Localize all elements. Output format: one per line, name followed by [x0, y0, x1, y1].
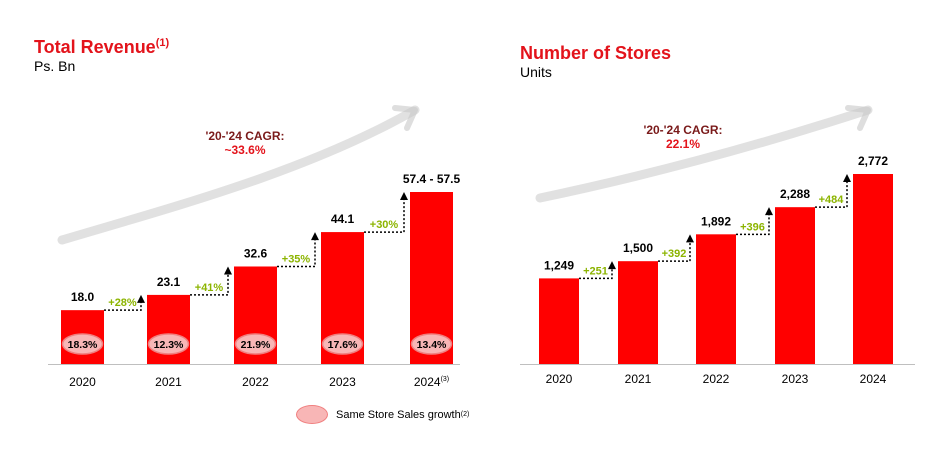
revenue-growth-connector-4: [364, 198, 405, 233]
stores-growth-label-3: +396: [740, 221, 765, 233]
legend-label: Same Store Sales growth: [336, 408, 461, 421]
stores-growth-arrow-icon-1: [608, 261, 616, 270]
revenue-chart-title: Total Revenue(1): [34, 37, 169, 58]
revenue-category-label-2020: 2020: [69, 375, 96, 389]
revenue-sss-pill-2020: [61, 333, 104, 355]
stores-growth-label-4: +484: [819, 194, 845, 206]
revenue-sss-label-2020: 18.3%: [68, 339, 98, 351]
revenue-value-label-2022: 32.6: [244, 246, 268, 260]
stores-category-label-2021: 2021: [625, 372, 652, 386]
stores-bar-2022: [696, 234, 736, 364]
revenue-sss-pill-2022: [234, 333, 277, 355]
stores-category-label-2022: 2022: [703, 372, 730, 386]
revenue-sss-pill-2023: [321, 333, 364, 355]
revenue-value-label-2023: 44.1: [331, 212, 355, 226]
revenue-sss-label-2022: 21.9%: [241, 339, 271, 351]
stores-growth-arrow-icon-4: [843, 174, 851, 182]
revenue-sss-pill-2021: [147, 333, 190, 355]
revenue-growth-arrow-icon-3: [311, 232, 319, 241]
revenue-category-label-2021: 2021: [155, 375, 182, 389]
stores-value-label-2021: 1,500: [623, 241, 653, 255]
stores-chart-title: Number of Stores: [520, 43, 672, 63]
revenue-value-label-2024: 57.4 - 57.5: [403, 172, 461, 186]
revenue-value-label-2021: 23.1: [157, 275, 181, 289]
stores-bar-2024: [853, 174, 893, 364]
stores-bar-2023: [775, 207, 815, 364]
revenue-growth-connector-3: [277, 238, 316, 268]
revenue-growth-label-1: +28%: [108, 297, 137, 309]
revenue-growth-label-3: +35%: [282, 253, 311, 265]
revenue-trend-arrow: [57, 105, 420, 245]
stores-bar-2021: [618, 261, 658, 364]
stores-cagr-label: '20-'24 CAGR:: [643, 123, 722, 137]
revenue-trend-arrow-head: [392, 105, 418, 131]
stores-bar-2020: [539, 278, 579, 364]
stores-chart-subtitle: Units: [520, 64, 552, 80]
stores-trend-arrow-head: [845, 105, 871, 131]
revenue-sss-label-2024: 13.4%: [417, 339, 447, 351]
stores-growth-arrow-icon-2: [686, 234, 694, 243]
revenue-category-label-2024: 2024(3): [414, 375, 449, 389]
revenue-growth-label-4: +30%: [370, 219, 399, 231]
revenue-sss-label-2023: 17.6%: [328, 339, 358, 351]
stores-cagr-value: 22.1%: [666, 137, 700, 151]
revenue-cagr-value: ~33.6%: [224, 143, 265, 157]
stores-category-label-2020: 2020: [546, 372, 573, 386]
revenue-growth-arrow-icon-1: [137, 294, 145, 303]
stores-growth-connector-1: [579, 267, 613, 280]
stores-trend-arrow: [535, 105, 873, 203]
stores-value-label-2023: 2,288: [780, 187, 810, 201]
stores-growth-connector-3: [736, 213, 770, 236]
revenue-category-label-2022: 2022: [242, 375, 269, 389]
legend-note: (2): [460, 411, 470, 418]
revenue-category-note: (3): [441, 376, 450, 383]
revenue-title-note: (1): [155, 37, 170, 49]
revenue-growth-arrow-icon-4: [400, 192, 408, 200]
revenue-title-text: Total Revenue: [34, 37, 156, 57]
stores-category-label-2024: 2024: [860, 372, 887, 386]
stores-value-label-2024: 2,772: [858, 154, 888, 168]
stores-growth-label-1: +251: [583, 265, 608, 277]
revenue-category-label-2023: 2023: [329, 375, 356, 389]
stores-growth-connector-2: [658, 240, 691, 262]
legend-swatch-icon: [296, 405, 328, 424]
revenue-value-label-2020: 18.0: [71, 290, 95, 304]
revenue-sss-pill-2024: [410, 333, 453, 355]
revenue-cagr-label: '20-'24 CAGR:: [205, 129, 284, 143]
stores-value-label-2022: 1,892: [701, 214, 731, 228]
stores-growth-label-2: +392: [662, 248, 687, 260]
stores-category-label-2023: 2023: [782, 372, 809, 386]
revenue-sss-label-2021: 12.3%: [154, 339, 184, 351]
legend: Same Store Sales growth (2): [296, 405, 469, 424]
stores-value-label-2020: 1,249: [544, 258, 574, 272]
revenue-growth-connector-2: [190, 272, 229, 296]
revenue-growth-connector-1: [104, 300, 142, 311]
revenue-chart-subtitle: Ps. Bn: [34, 58, 76, 74]
stores-growth-arrow-icon-3: [765, 207, 773, 216]
revenue-growth-label-2: +41%: [195, 282, 224, 294]
revenue-growth-arrow-icon-2: [224, 266, 232, 275]
